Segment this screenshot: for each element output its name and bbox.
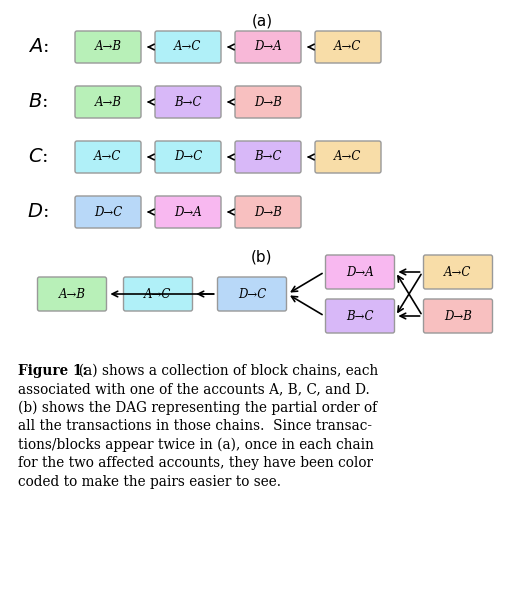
Text: D→B: D→B	[254, 95, 282, 108]
Text: A→B: A→B	[94, 95, 121, 108]
FancyBboxPatch shape	[235, 141, 301, 173]
FancyBboxPatch shape	[75, 31, 141, 63]
Text: associated with one of the accounts A, B, C, and D.: associated with one of the accounts A, B…	[18, 382, 370, 397]
FancyBboxPatch shape	[37, 277, 107, 311]
Text: A→C: A→C	[334, 40, 362, 53]
FancyBboxPatch shape	[315, 31, 381, 63]
Text: A→B: A→B	[58, 288, 86, 300]
Text: tions/blocks appear twice in (a), once in each chain: tions/blocks appear twice in (a), once i…	[18, 438, 374, 452]
Text: A→C: A→C	[334, 151, 362, 163]
Text: $\mathit{D}$:: $\mathit{D}$:	[27, 203, 49, 221]
Text: Figure 1:: Figure 1:	[18, 364, 87, 378]
FancyBboxPatch shape	[235, 31, 301, 63]
FancyBboxPatch shape	[155, 196, 221, 228]
Text: $\mathit{A}$:: $\mathit{A}$:	[28, 38, 48, 56]
FancyBboxPatch shape	[123, 277, 193, 311]
Text: D→C: D→C	[238, 288, 266, 300]
Text: $\mathit{C}$:: $\mathit{C}$:	[28, 148, 48, 166]
Text: (b): (b)	[251, 249, 273, 264]
Text: A→B: A→B	[94, 40, 121, 53]
Text: D→C: D→C	[94, 206, 122, 218]
Text: D→B: D→B	[444, 310, 472, 323]
Text: coded to make the pairs easier to see.: coded to make the pairs easier to see.	[18, 475, 281, 489]
FancyBboxPatch shape	[217, 277, 287, 311]
Text: $\mathit{B}$:: $\mathit{B}$:	[28, 93, 48, 111]
FancyBboxPatch shape	[326, 255, 394, 289]
Text: (a): (a)	[251, 14, 272, 29]
FancyBboxPatch shape	[235, 196, 301, 228]
Text: A→C: A→C	[144, 288, 172, 300]
FancyBboxPatch shape	[235, 86, 301, 118]
FancyBboxPatch shape	[326, 299, 394, 333]
Text: D→A: D→A	[346, 266, 374, 278]
Text: B→C: B→C	[346, 310, 374, 323]
Text: B→C: B→C	[174, 95, 202, 108]
FancyBboxPatch shape	[424, 299, 492, 333]
Text: all the transactions in those chains.  Since transac-: all the transactions in those chains. Si…	[18, 419, 372, 433]
Text: (a) shows a collection of block chains, each: (a) shows a collection of block chains, …	[70, 364, 378, 378]
FancyBboxPatch shape	[315, 141, 381, 173]
FancyBboxPatch shape	[75, 141, 141, 173]
Text: for the two affected accounts, they have been color: for the two affected accounts, they have…	[18, 457, 373, 471]
Text: (b) shows the DAG representing the partial order of: (b) shows the DAG representing the parti…	[18, 401, 377, 416]
Text: B→C: B→C	[254, 151, 282, 163]
FancyBboxPatch shape	[424, 255, 492, 289]
Text: A→C: A→C	[174, 40, 202, 53]
FancyBboxPatch shape	[75, 86, 141, 118]
FancyBboxPatch shape	[155, 86, 221, 118]
FancyBboxPatch shape	[75, 196, 141, 228]
FancyBboxPatch shape	[155, 141, 221, 173]
Text: A→C: A→C	[444, 266, 471, 278]
Text: D→C: D→C	[174, 151, 202, 163]
Text: D→B: D→B	[254, 206, 282, 218]
Text: A→C: A→C	[94, 151, 122, 163]
Text: D→A: D→A	[254, 40, 282, 53]
Text: D→A: D→A	[174, 206, 202, 218]
FancyBboxPatch shape	[155, 31, 221, 63]
